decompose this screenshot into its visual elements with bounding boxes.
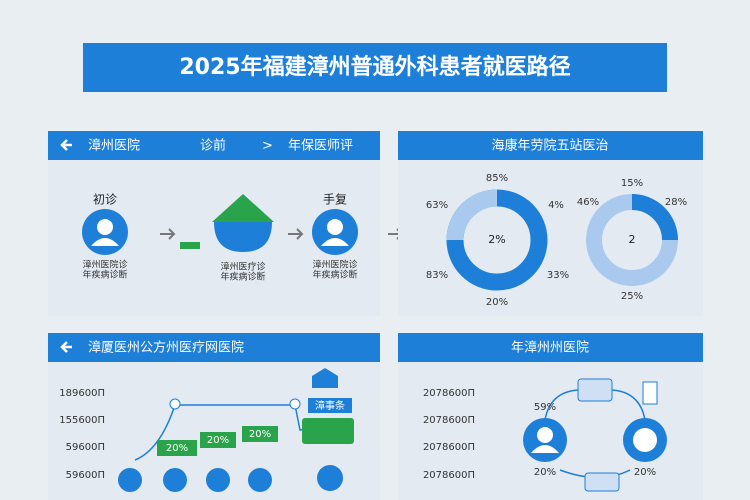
icon-part [91,238,119,246]
icon-part [97,219,113,235]
path-line [134,404,331,461]
axis-label: 189600П [59,388,105,399]
icon [317,465,343,491]
axis-label: 59600П [66,442,105,453]
node-label: 手复 [323,193,347,207]
header-text: 漳州医院 [88,138,140,154]
header-text: 年保医师评 [288,139,353,154]
icon-part [537,427,553,443]
donut-center: 2% [488,233,505,246]
house-body [214,222,272,252]
donut-label: 4% [548,200,564,211]
node-label: 20% [634,467,656,478]
back-arrow[interactable] [60,139,72,151]
title-bar [83,43,667,92]
panel [398,131,703,316]
icon [163,468,187,492]
donut-label: 83% [426,270,448,281]
icon-box [584,472,620,492]
axis-label: 59600П [66,470,105,481]
badge-icon [312,368,338,388]
tag [308,398,352,413]
donut-label: 46% [577,197,599,208]
axis-label: 155600П [59,415,105,426]
axis-label: 2078600П [423,442,475,453]
axis-label: 2078600П [423,388,475,399]
panel-header [398,131,703,160]
flow-arrow [160,228,176,240]
badge [242,426,278,442]
icon [206,468,230,492]
icon-part [321,238,349,246]
donut-label: 15% [621,178,643,189]
node-label: 20% [534,467,556,478]
panel-header [48,333,380,362]
icon [248,468,272,492]
node-label: 59% [534,402,556,413]
panel-header [398,333,703,362]
title: 2025年福建漳州普通外科患者就医路径 [179,54,570,80]
node-caption: 年疾病诊断 [82,269,127,281]
house-roof [212,194,274,222]
badge-text: 20% [207,435,229,446]
donut-label: 63% [426,200,448,211]
node-caption: 漳州医疗诊 [220,261,265,273]
node-caption: 漳州医院诊 [312,259,357,271]
donut-segment [631,194,678,241]
header-text: 年漳州州医院 [511,340,589,356]
icon-box [642,381,658,405]
header-text: 诊前 [200,138,226,154]
donut-label: 85% [486,173,508,184]
donut-label: 20% [486,297,508,308]
flow-arrow [288,228,304,240]
icon [118,468,142,492]
tag [180,242,200,249]
icon-box [577,378,613,402]
node-caption: 漳州医院诊 [82,259,127,271]
icon-part [327,219,343,235]
icon-part [531,445,559,453]
node-label: 初诊 [93,193,117,207]
header-text: 海康年劳院五站医治 [491,138,608,154]
badge [157,440,197,456]
node-caption: 年疾病诊断 [312,269,357,281]
header-text: 漳厦医州公方州医疗网医院 [88,340,244,356]
back-arrow[interactable] [60,341,72,353]
badge [200,432,236,448]
tag-text: 漳事条 [315,399,345,412]
donut-label: 28% [665,197,687,208]
badge-text: 20% [166,443,188,454]
icon-part [633,428,657,452]
donut-label: 33% [547,270,569,281]
donut-segment [446,189,498,241]
point [169,398,181,410]
panel-header [48,131,380,160]
header-text: > [262,139,273,154]
point [289,398,301,410]
badge-text: 20% [249,429,271,440]
badge [302,418,354,444]
donut-center: 2 [629,233,636,246]
axis-label: 2078600П [423,415,475,426]
node-caption: 年疾病诊断 [220,271,265,283]
donut-label: 25% [621,291,643,302]
axis-label: 2078600П [423,470,475,481]
